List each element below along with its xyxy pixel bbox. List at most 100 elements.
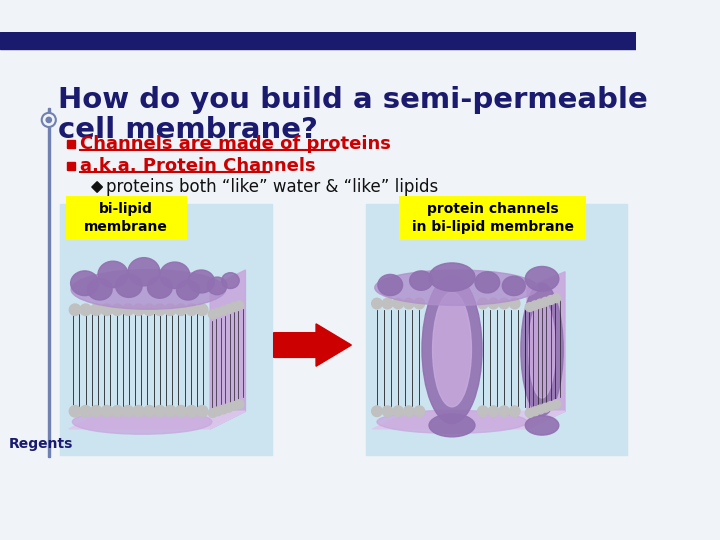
Circle shape [499,406,509,416]
Circle shape [42,113,56,127]
Circle shape [112,406,123,417]
Circle shape [101,406,112,417]
Circle shape [230,302,238,312]
Bar [60,204,272,455]
Circle shape [165,406,176,417]
FancyBboxPatch shape [66,196,187,240]
Circle shape [477,406,488,416]
Circle shape [393,406,403,416]
Circle shape [403,298,414,309]
Circle shape [91,304,102,315]
Ellipse shape [475,272,500,293]
Circle shape [154,406,166,417]
Circle shape [214,308,222,317]
Text: cell membrane?: cell membrane? [58,116,318,144]
Ellipse shape [87,279,112,300]
Bar [48,109,50,457]
Circle shape [175,406,186,417]
Circle shape [69,304,81,315]
Text: a.k.a. Protein Channels: a.k.a. Protein Channels [81,157,316,175]
Circle shape [235,301,243,310]
Text: Channels are made of proteins: Channels are made of proteins [81,135,391,153]
Circle shape [552,400,561,409]
Ellipse shape [160,262,190,288]
Circle shape [197,406,208,417]
Circle shape [403,406,414,416]
Ellipse shape [374,270,538,305]
Polygon shape [210,270,246,429]
Ellipse shape [378,274,402,295]
Circle shape [230,402,238,410]
Circle shape [175,304,186,315]
Circle shape [393,298,403,309]
Circle shape [552,294,561,302]
Circle shape [477,298,488,309]
Circle shape [499,298,509,309]
Ellipse shape [222,273,239,288]
Circle shape [91,406,102,417]
Ellipse shape [429,263,475,291]
Circle shape [143,406,155,417]
Circle shape [526,302,534,312]
Circle shape [214,407,222,416]
Circle shape [541,403,550,412]
Bar [67,140,75,148]
Ellipse shape [71,269,225,309]
Circle shape [546,295,555,305]
Ellipse shape [422,275,482,423]
Circle shape [186,304,197,315]
Circle shape [541,298,550,306]
Polygon shape [372,411,565,429]
Ellipse shape [526,416,559,435]
Polygon shape [527,272,565,429]
Circle shape [101,304,112,315]
Circle shape [224,403,233,412]
Circle shape [536,299,545,308]
Circle shape [80,406,91,417]
Circle shape [219,306,228,315]
Circle shape [122,406,134,417]
Text: protein channels
in bi-lipid membrane: protein channels in bi-lipid membrane [412,202,574,234]
Ellipse shape [410,271,433,291]
Ellipse shape [73,409,212,434]
Circle shape [372,406,382,416]
Circle shape [509,406,520,416]
Circle shape [235,400,243,409]
FancyArrow shape [274,324,351,366]
Circle shape [536,405,545,414]
Circle shape [112,304,123,315]
Ellipse shape [521,284,563,416]
Circle shape [546,402,555,410]
Circle shape [80,304,91,315]
Ellipse shape [503,276,526,295]
Circle shape [69,406,81,417]
Circle shape [197,304,208,315]
Text: bi-lipid
membrane: bi-lipid membrane [84,202,168,234]
Circle shape [488,406,499,416]
Ellipse shape [188,270,215,293]
Text: How do you build a semi-permeable: How do you build a semi-permeable [58,86,648,114]
Circle shape [208,310,217,319]
Ellipse shape [128,258,160,286]
Circle shape [133,304,144,315]
Circle shape [219,405,228,414]
Circle shape [372,298,382,309]
Circle shape [133,406,144,417]
Ellipse shape [116,274,142,298]
Ellipse shape [528,301,555,398]
Circle shape [526,409,534,417]
Ellipse shape [526,266,559,291]
Circle shape [154,304,166,315]
Circle shape [122,304,134,315]
Circle shape [414,406,425,416]
Circle shape [531,301,539,310]
Ellipse shape [71,271,99,295]
Ellipse shape [176,281,199,300]
Circle shape [382,406,393,416]
Text: proteins both “like” water & “like” lipids: proteins both “like” water & “like” lipi… [106,178,438,196]
Ellipse shape [433,292,472,407]
Circle shape [531,407,539,416]
Ellipse shape [98,261,128,288]
Text: Regents: Regents [9,437,73,451]
Circle shape [208,409,217,417]
